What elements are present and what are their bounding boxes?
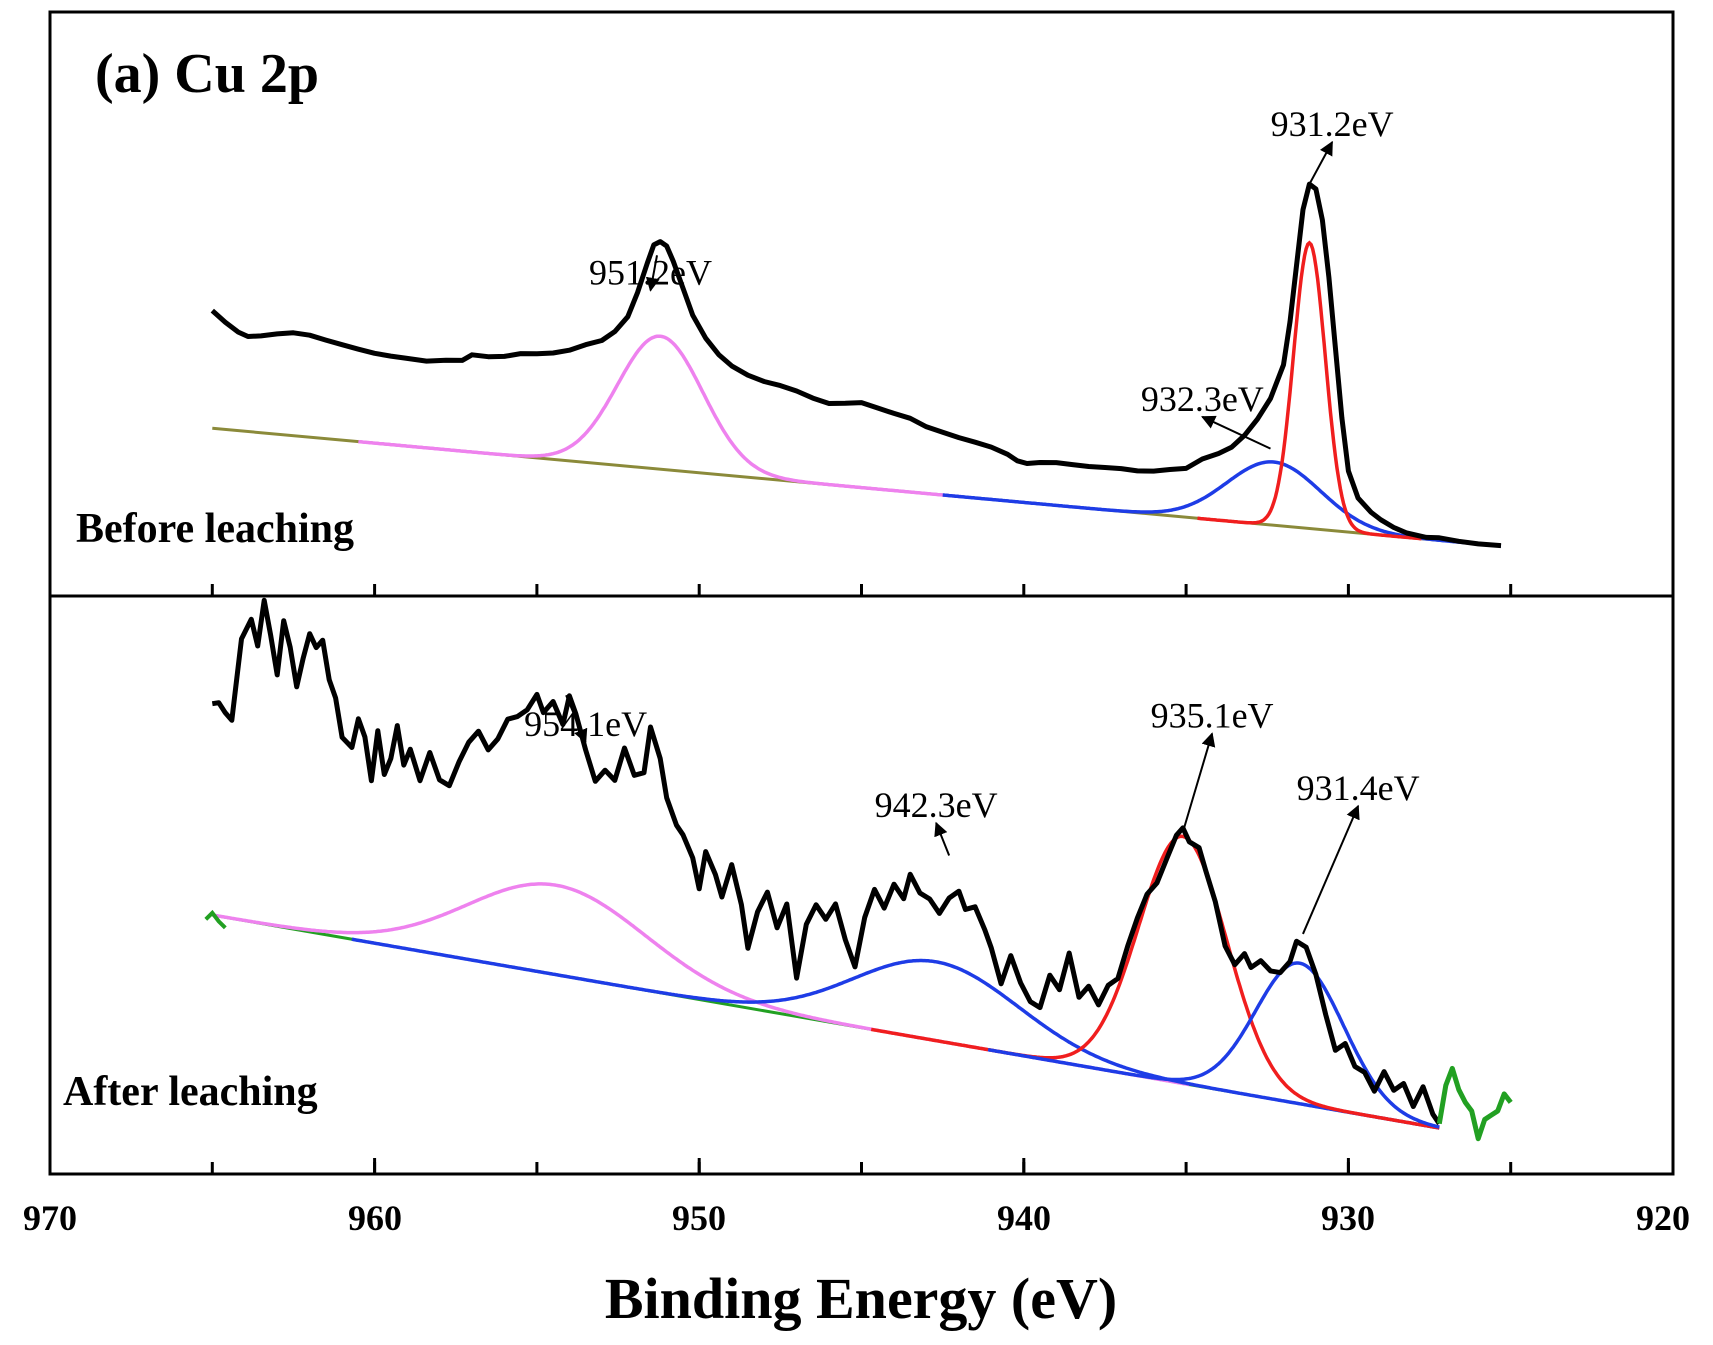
before-annotation-arrow [1308,140,1334,185]
before-fit-pink-0 [358,334,963,499]
before-annotation-arrow [1201,415,1271,450]
after-peak-label: 954.1eV [524,704,647,744]
after-annotation-arrow [1302,804,1360,935]
before-peak-label: 951.2eV [589,252,712,292]
after-tail [1436,1065,1513,1142]
before-annotation-arrow [645,255,660,292]
after-annotation-arrow [565,694,588,744]
before-peak-label: 932.3eV [1141,379,1264,419]
before-raw-spectrum [210,181,1502,549]
after-peak-label: 935.1eV [1151,696,1274,736]
x-tick-label: 940 [997,1198,1051,1238]
after-raw-spectrum [211,597,1442,1126]
x-tick-label: 930 [1321,1198,1375,1238]
after-leaching-label: After leaching [63,1069,318,1115]
after-peak-label: 942.3eV [875,785,998,825]
before-peak-label: 931.2eV [1271,104,1394,144]
after-annotation-arrow [1181,732,1216,833]
before-fit-red-2 [1197,240,1422,541]
after-fit-blue-3 [987,961,1440,1129]
x-axis-label: Binding Energy (eV) [605,1266,1117,1331]
x-tick-label: 950 [672,1198,726,1238]
after-lead [204,909,227,930]
after-annotation-arrow [934,821,951,856]
after-fit-pink-0 [211,882,1190,1087]
panel-label: (a) Cu 2p [95,43,319,105]
after-peak-label: 931.4eV [1297,768,1420,808]
x-tick-label: 920 [1636,1198,1690,1238]
after-fit-red-2 [870,834,1440,1130]
after-fit-blue-1 [351,937,1440,1130]
x-tick-label: 960 [348,1198,402,1238]
before-leaching-label: Before leaching [76,506,354,552]
x-tick-label: 970 [23,1198,77,1238]
